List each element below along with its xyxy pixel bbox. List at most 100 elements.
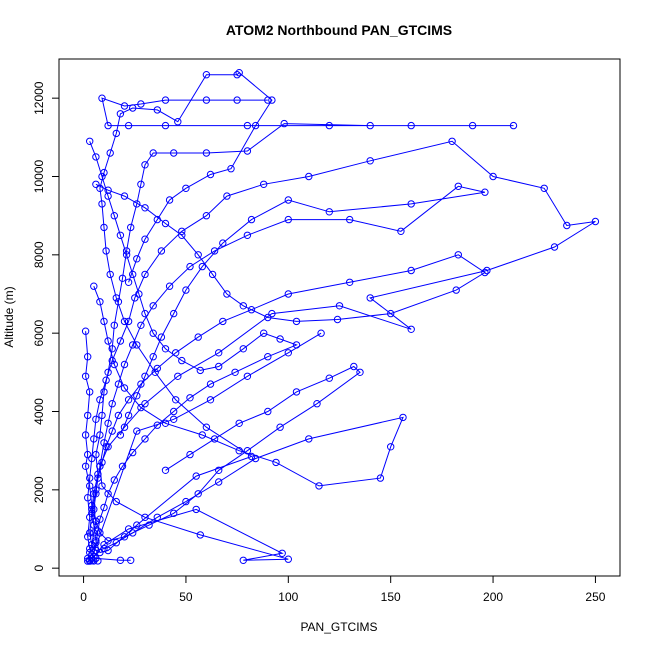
- data-point: [112, 129, 121, 138]
- data-point: [141, 435, 149, 443]
- data-point: [284, 555, 292, 563]
- chart-title: ATOM2 Northbound PAN_GTCIMS: [226, 22, 452, 38]
- data-point: [133, 392, 141, 400]
- data-point: [540, 184, 548, 193]
- data-point: [161, 96, 170, 104]
- data-point: [366, 294, 374, 302]
- data-point: [153, 421, 162, 429]
- data-point: [100, 541, 108, 549]
- data-point: [120, 384, 129, 392]
- data-point: [81, 372, 90, 380]
- data-point: [202, 212, 211, 220]
- data-point: [366, 121, 374, 130]
- data-point: [208, 270, 217, 279]
- data-point: [243, 372, 252, 380]
- data-point: [387, 309, 395, 318]
- data-point: [161, 219, 170, 228]
- x-tick-label: 250: [585, 590, 605, 604]
- data-point: [100, 503, 108, 512]
- data-point: [483, 266, 491, 275]
- data-point: [98, 94, 106, 102]
- data-point: [317, 329, 325, 337]
- data-point: [118, 462, 127, 470]
- y-tick-label: 0: [32, 565, 46, 572]
- data-point: [129, 341, 137, 349]
- data-point: [182, 184, 190, 193]
- data-point: [454, 182, 462, 191]
- data-point: [264, 313, 272, 322]
- data-point: [194, 490, 202, 498]
- data-point: [215, 362, 223, 371]
- data-point: [247, 452, 256, 461]
- data-point: [129, 529, 137, 537]
- y-tick-label: 10000: [32, 159, 46, 193]
- data-point: [92, 153, 100, 161]
- data-point: [108, 400, 116, 408]
- data-point: [407, 325, 415, 333]
- data-point: [202, 423, 211, 431]
- data-point: [264, 353, 272, 361]
- data-point: [202, 96, 211, 104]
- data-point: [399, 413, 407, 422]
- data-point: [98, 200, 106, 208]
- data-point: [96, 396, 104, 404]
- data-point: [196, 531, 205, 539]
- data-point: [100, 223, 108, 232]
- data-point: [127, 223, 135, 232]
- data-point: [88, 454, 96, 463]
- data-point: [110, 321, 119, 329]
- data-point: [325, 121, 333, 130]
- data-point: [182, 286, 190, 294]
- data-point: [452, 286, 460, 294]
- data-point: [120, 360, 129, 369]
- data-point: [110, 212, 119, 220]
- data-point: [141, 513, 149, 521]
- data-point: [192, 472, 200, 480]
- data-point: [81, 431, 90, 439]
- data-point: [284, 290, 292, 298]
- data-point: [102, 443, 110, 451]
- data-point: [153, 106, 162, 114]
- data-point: [81, 462, 90, 470]
- data-point: [235, 69, 243, 77]
- data-point: [104, 537, 112, 545]
- data-point: [100, 317, 108, 326]
- data-point: [100, 544, 108, 553]
- data-point: [88, 501, 96, 510]
- data-point: [131, 294, 139, 302]
- data-point: [120, 192, 129, 200]
- data-point: [106, 270, 114, 279]
- data-point: [86, 529, 94, 537]
- x-tick-label: 50: [179, 590, 193, 604]
- data-point: [129, 448, 137, 457]
- data-point: [161, 466, 170, 474]
- data-point: [206, 170, 215, 179]
- data-point: [550, 243, 559, 251]
- data-point: [141, 270, 149, 279]
- data-point: [198, 431, 207, 439]
- data-point: [206, 380, 215, 388]
- data-point: [233, 71, 241, 79]
- data-point: [133, 200, 141, 208]
- data-point: [165, 282, 174, 290]
- data-point: [292, 388, 301, 396]
- y-tick-label: 12000: [32, 81, 46, 115]
- data-point: [231, 368, 239, 376]
- data-point: [108, 345, 116, 353]
- data-point: [108, 427, 116, 435]
- data-point: [110, 360, 119, 369]
- data-point: [247, 306, 256, 314]
- data-point: [243, 447, 252, 455]
- data-point: [178, 356, 186, 365]
- data-point: [202, 149, 211, 157]
- data-point: [448, 137, 456, 146]
- data-point: [251, 121, 260, 130]
- data-point: [161, 345, 170, 353]
- data-point: [153, 513, 162, 521]
- data-point: [133, 255, 141, 263]
- data-point: [102, 376, 110, 384]
- data-point: [137, 403, 145, 412]
- data-point: [276, 335, 284, 343]
- data-point: [333, 315, 342, 324]
- data-point: [92, 539, 100, 547]
